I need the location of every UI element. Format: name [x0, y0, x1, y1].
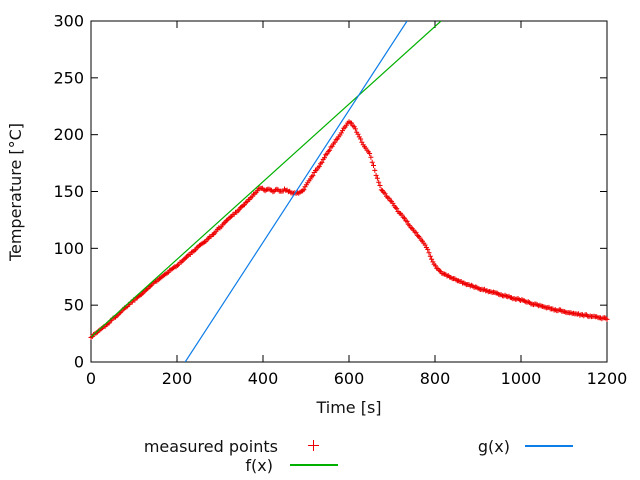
y-axis-label: Temperature [°C]	[6, 122, 25, 262]
legend-label-f: f(x)	[245, 456, 273, 475]
series-line-f-x-	[91, 21, 442, 338]
x-tick-label: 0	[86, 369, 96, 388]
x-tick-label: 400	[248, 369, 279, 388]
series-points-measured-points	[88, 119, 610, 340]
legend-marker-measured-points-plus-icon	[308, 440, 319, 451]
x-tick-label: 1000	[501, 369, 542, 388]
y-tick-label: 50	[64, 296, 84, 315]
y-tick-label: 0	[74, 353, 84, 372]
y-tick-label: 150	[53, 182, 84, 201]
y-tick-label: 250	[53, 68, 84, 87]
legend-sample-g	[525, 445, 573, 447]
x-tick-label: 1200	[587, 369, 628, 388]
plot-frame	[90, 20, 608, 363]
series-line-g-x-	[184, 21, 408, 362]
y-tick-label: 100	[53, 239, 84, 258]
x-tick-label: 200	[162, 369, 193, 388]
y-tick-label: 200	[53, 125, 84, 144]
axis-ticks	[90, 20, 608, 363]
legend-label-g: g(x)	[477, 437, 510, 456]
legend-sample-f	[290, 464, 338, 466]
x-axis-label: Time [s]	[316, 398, 382, 417]
legend-label-measured-points: measured points	[143, 437, 278, 456]
tick-labels: 0 200 400 600 800 1000 1200 0 50 100 150 200 250 300	[53, 12, 627, 389]
y-tick-label: 300	[53, 12, 84, 31]
x-tick-label: 600	[334, 369, 365, 388]
x-tick-label: 800	[420, 369, 451, 388]
